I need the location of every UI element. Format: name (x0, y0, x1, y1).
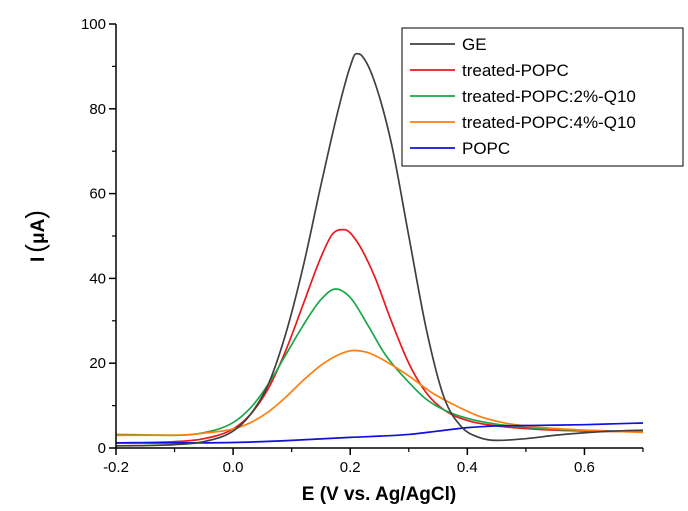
x-ticks: -0.2 0.0 0.2 0.4 0.6 (103, 448, 644, 476)
x-tick-label: 0.0 (223, 459, 244, 476)
y-axis-title-close-paren: ) (20, 210, 50, 219)
svg-text:I(μA): I (μA) (20, 210, 50, 262)
x-tick-label: 0.4 (457, 459, 478, 476)
data-curves (115, 52, 644, 447)
x-tick-label: 0.2 (340, 459, 361, 476)
legend-label: treated-POPC:4%-Q10 (462, 113, 636, 132)
series-line-2 (115, 288, 644, 437)
series-line-0 (115, 52, 644, 447)
y-axis-title-unit: μA (28, 218, 49, 244)
y-tick-label: 20 (89, 355, 106, 372)
y-ticks: 0 20 40 60 80 100 (81, 16, 116, 457)
y-tick-label: 60 (89, 186, 106, 203)
y-axis-title-open-paren: ( (20, 244, 50, 253)
y-tick-label: 100 (81, 16, 106, 33)
legend: GE treated-POPC treated-POPC:2%-Q10 treated… (401, 27, 684, 167)
x-tick-label: -0.2 (103, 459, 129, 476)
series-line-4 (116, 422, 644, 444)
y-axis-title-prefix: I (28, 257, 49, 262)
legend-label: GE (462, 35, 487, 54)
y-tick-label: 40 (89, 270, 106, 287)
legend-label: treated-POPC:2%-Q10 (462, 87, 636, 106)
legend-label: treated-POPC (462, 61, 569, 80)
series-line-3 (116, 349, 644, 437)
y-axis-title: I (μA) (20, 210, 50, 262)
legend-frame (401, 27, 684, 167)
y-tick-label: 0 (98, 440, 106, 457)
legend-label: POPC (462, 139, 510, 158)
y-tick-label: 80 (89, 101, 106, 118)
series-line-1 (115, 228, 643, 444)
x-axis-title: E (V vs. Ag/AgCl) (302, 484, 456, 505)
x-tick-label: 0.6 (574, 459, 595, 476)
